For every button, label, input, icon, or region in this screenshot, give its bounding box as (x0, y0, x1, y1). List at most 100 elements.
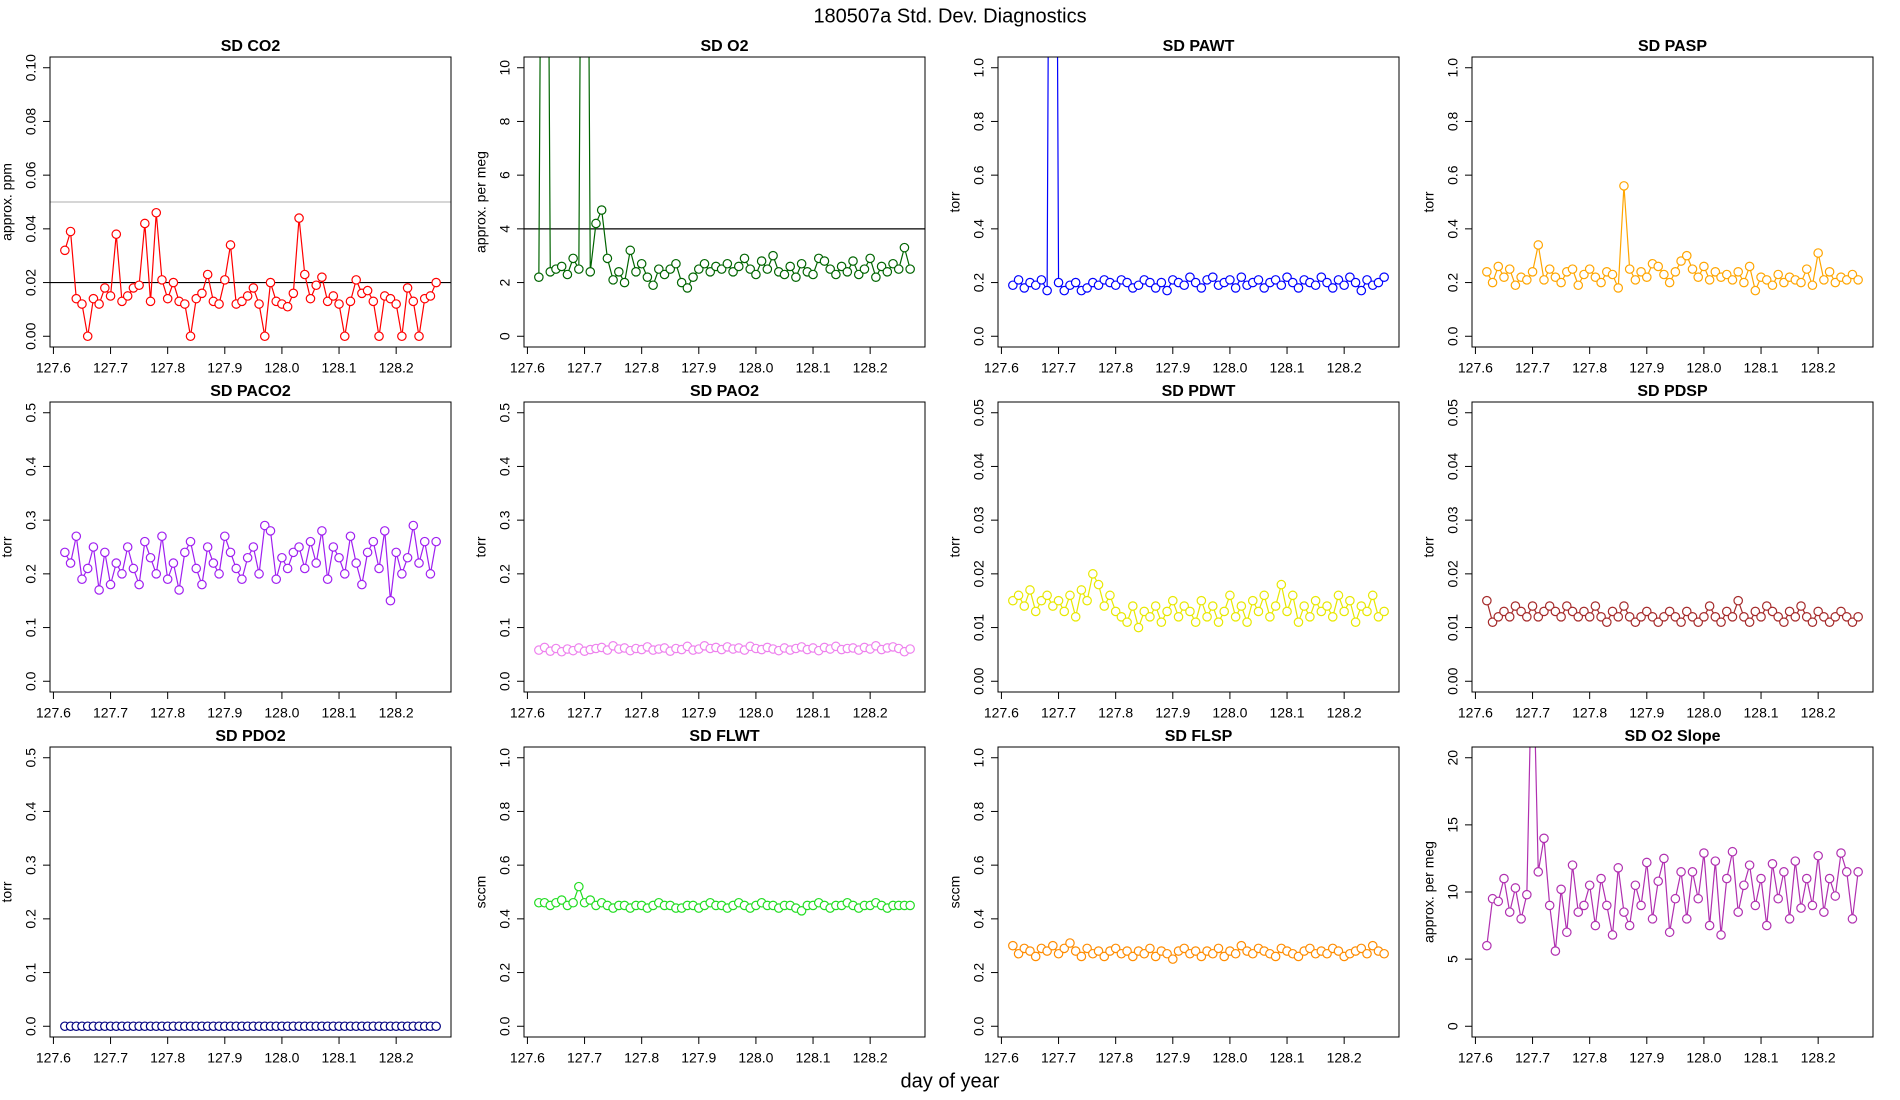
data-point (1150, 601, 1161, 611)
data-point (1830, 277, 1841, 288)
data-point (1562, 601, 1572, 611)
plot-frame (997, 746, 1400, 1038)
data-point (1773, 612, 1783, 622)
data-point (1619, 907, 1629, 917)
x-tick-label: 127.6 (1458, 705, 1493, 721)
data-point (1659, 612, 1669, 622)
data-point (1070, 946, 1081, 956)
data-point (1025, 585, 1035, 595)
data-point (1116, 612, 1127, 622)
data-point (1641, 606, 1652, 617)
x-tick-label: 127.6 (984, 360, 1019, 376)
plot-frame (49, 401, 452, 693)
data-point (1133, 280, 1144, 291)
x-tick-label: 127.7 (1515, 1050, 1550, 1066)
x-tick-label: 127.8 (1572, 705, 1607, 721)
data-point (842, 267, 853, 277)
x-tick-label: 128.1 (322, 1050, 357, 1066)
data-point (1619, 181, 1629, 191)
data-point (654, 264, 664, 274)
y-tick-label: 0.04 (1445, 453, 1461, 480)
data-point (1636, 267, 1646, 277)
panel-title: SD PDO2 (215, 728, 285, 745)
data-point (1801, 264, 1812, 274)
data-point (1607, 606, 1618, 617)
y-tick-label: 1.0 (971, 58, 987, 78)
data-point (1122, 946, 1132, 956)
x-tick-label: 127.8 (150, 705, 185, 721)
y-tick-label: 4 (497, 225, 513, 233)
data-point (1733, 907, 1743, 917)
y-tick-label: 0.8 (971, 112, 987, 132)
data-point (1259, 590, 1269, 601)
data-point (1533, 240, 1544, 250)
y-axis-label: torr (0, 536, 15, 557)
data-point (1596, 277, 1606, 288)
data-point (1619, 601, 1629, 611)
data-point (1584, 612, 1595, 622)
data-point (1773, 893, 1783, 904)
data-point (385, 293, 396, 304)
y-tick-label: 0.08 (23, 108, 39, 135)
y-axis-label: sccm (473, 876, 489, 909)
data-point (1761, 920, 1772, 931)
panel-title: SD PACO2 (210, 383, 291, 400)
y-tick-label: 0.04 (971, 453, 987, 480)
data-point (271, 574, 282, 585)
data-point (1710, 267, 1721, 277)
data-point (185, 331, 196, 342)
x-tick-label: 127.9 (1629, 360, 1664, 376)
data-point (1179, 601, 1190, 611)
data-point (1613, 283, 1624, 293)
data-point (1362, 275, 1372, 285)
x-tick-label: 127.9 (207, 705, 242, 721)
y-axis-label: approx. per meg (473, 151, 489, 253)
y-axis-label: approx. ppm (0, 163, 15, 241)
data-point (414, 331, 424, 342)
data-point (1739, 612, 1749, 622)
data-point (1316, 606, 1327, 617)
data-point (357, 579, 367, 590)
data-point (1687, 264, 1698, 274)
data-point (1276, 280, 1287, 291)
data-point (1128, 601, 1138, 611)
data-point (1133, 622, 1144, 633)
data-point (1750, 900, 1761, 911)
data-point (202, 269, 213, 280)
data-point (402, 283, 413, 293)
data-point (368, 536, 379, 547)
data-point (1339, 280, 1349, 291)
data-point (1562, 927, 1572, 938)
data-point (1624, 612, 1635, 622)
x-tick-label: 127.9 (1155, 705, 1190, 721)
data-point (808, 269, 818, 280)
panel: SD PDWT torr 0.00 0.01 0.02 0.03 0.04 0.05 127.6… (947, 383, 1400, 721)
data-point (185, 536, 196, 547)
data-point (1282, 272, 1292, 282)
data-point (1813, 248, 1823, 258)
data-point (602, 253, 613, 264)
data-point (1053, 595, 1064, 606)
data-point (1019, 601, 1030, 611)
y-tick-label: 0.5 (497, 403, 513, 423)
data-point (1613, 863, 1624, 873)
data-point (1076, 585, 1087, 595)
data-point (1590, 272, 1601, 282)
data-point (362, 547, 373, 558)
data-point (1270, 601, 1281, 611)
data-point (1316, 272, 1327, 282)
data-point (568, 897, 578, 908)
plot-frame (523, 56, 926, 348)
data-point (1287, 277, 1298, 288)
data-point (1025, 946, 1035, 956)
data-point (585, 895, 596, 905)
data-point (905, 264, 915, 274)
data-point (1721, 606, 1732, 617)
data-point (1053, 948, 1064, 959)
data-point (402, 552, 413, 563)
data-point (1190, 277, 1201, 288)
data-point (408, 520, 419, 531)
data-point (1693, 272, 1704, 282)
data-point (1567, 606, 1578, 617)
